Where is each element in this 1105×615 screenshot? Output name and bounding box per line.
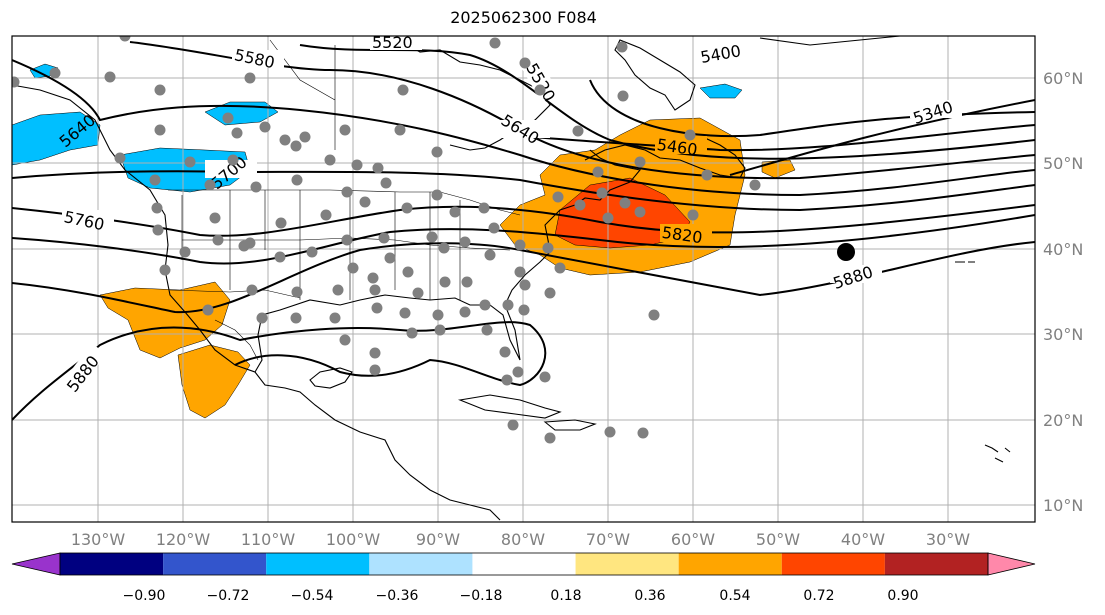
colorbar-tick: 0.36 <box>634 588 665 604</box>
colorbar-segment <box>678 553 782 575</box>
colorbar-segment <box>884 553 988 575</box>
lon-label: 100°W <box>326 530 381 549</box>
lon-label: 110°W <box>241 530 296 549</box>
colorbar-tick: −0.90 <box>123 588 166 604</box>
contour-label-5520-top: 5520 <box>372 33 413 52</box>
highlight-marker <box>837 243 855 261</box>
lat-label: 30°N <box>1043 325 1083 344</box>
lon-label: 50°W <box>756 530 800 549</box>
positive-anomaly-mexico-north <box>99 281 231 359</box>
contour-5640 <box>12 59 1035 197</box>
colorbar-extend-low <box>11 552 61 576</box>
lat-label: 60°N <box>1043 69 1083 88</box>
contour-5700 <box>12 170 1035 212</box>
negative-anomaly-greenland <box>699 83 743 99</box>
colorbar-segment <box>472 553 576 575</box>
colorbar-tick: 0.18 <box>550 588 581 604</box>
lat-label: 50°N <box>1043 154 1083 173</box>
lon-label: 130°W <box>71 530 126 549</box>
colorbar-frame <box>59 552 989 576</box>
contour-5880-south <box>12 321 547 421</box>
lat-label: 10°N <box>1043 496 1083 515</box>
colorbar-segment <box>575 553 679 575</box>
lon-label: 70°W <box>586 530 630 549</box>
lon-label: 90°W <box>416 530 460 549</box>
contour-5820 <box>12 214 1035 265</box>
lon-label: 30°W <box>926 530 970 549</box>
colorbar-segment <box>266 553 370 575</box>
colorbar-tick: 0.72 <box>803 588 834 604</box>
height-contours <box>12 41 1035 421</box>
colorbar <box>11 552 1036 576</box>
station-markers <box>12 36 761 444</box>
contour-5880-east <box>12 241 1035 314</box>
colorbar-tick: −0.18 <box>460 588 503 604</box>
colorbar-segment <box>60 553 164 575</box>
colorbar-segment <box>781 553 885 575</box>
lon-label: 80°W <box>501 530 545 549</box>
contour-5520 <box>299 44 1035 160</box>
colorbar-tick-labels: −0.90 −0.72 −0.54 −0.36 −0.18 0.18 0.36 … <box>123 588 919 604</box>
coastlines <box>12 36 1011 521</box>
lon-label: 40°W <box>841 530 885 549</box>
colorbar-extend-high <box>987 552 1036 576</box>
colorbar-tick: 0.90 <box>887 588 918 604</box>
colorbar-tick: 0.54 <box>719 588 750 604</box>
map-title: 2025062300 F084 <box>450 8 597 27</box>
colorbar-segment <box>163 553 267 575</box>
longitude-labels: 130°W 120°W 110°W 100°W 90°W 80°W 70°W 6… <box>71 530 970 549</box>
map-border <box>11 35 1036 523</box>
colorbar-tick: −0.36 <box>376 588 419 604</box>
contour-5760 <box>12 204 1035 237</box>
colorbar-tick: −0.54 <box>291 588 334 604</box>
contour-5460 <box>509 124 1035 152</box>
lat-label: 20°N <box>1043 411 1083 430</box>
lon-label: 120°W <box>156 530 211 549</box>
contour-5340 <box>729 99 1035 176</box>
lat-label: 40°N <box>1043 240 1083 259</box>
colorbar-segment <box>369 553 473 575</box>
latitude-labels: 60°N 50°N 40°N 30°N 20°N 10°N <box>1043 69 1083 515</box>
colorbar-tick: −0.72 <box>207 588 250 604</box>
lon-label: 60°W <box>671 530 715 549</box>
